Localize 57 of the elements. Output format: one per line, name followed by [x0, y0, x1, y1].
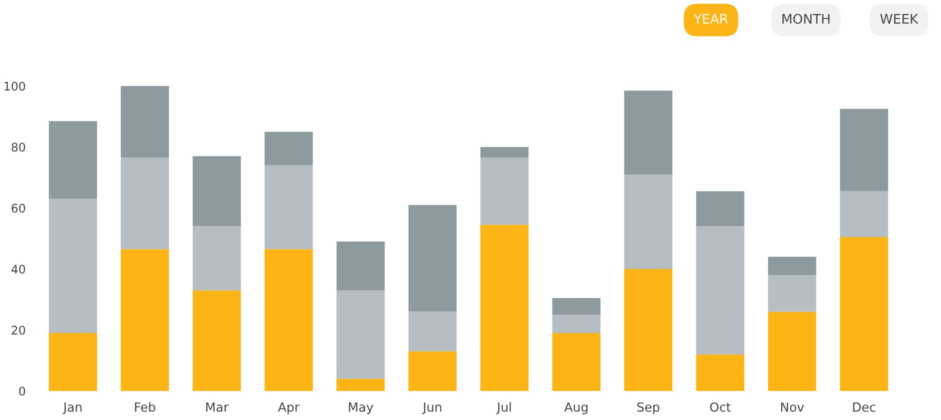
bar	[192, 156, 241, 226]
x-tick-label: Nov	[781, 402, 804, 412]
x-tick-label: May	[348, 402, 374, 414]
x-tick-label: Jun	[422, 402, 442, 414]
x-tick-label: Mar	[206, 402, 229, 412]
x-tick-label: Jan	[62, 402, 82, 414]
bar	[48, 333, 98, 391]
bar	[48, 198, 98, 334]
bar	[768, 312, 816, 391]
bar	[48, 121, 98, 199]
bar	[264, 165, 313, 250]
x-tick-label: Aug	[564, 402, 588, 414]
bar	[840, 236, 888, 391]
bar	[624, 90, 672, 174]
bar	[336, 378, 385, 391]
y-tick-label: 20	[12, 326, 26, 335]
bar	[624, 269, 672, 391]
bar	[696, 191, 744, 226]
bar	[480, 224, 529, 391]
bar	[264, 132, 313, 166]
bar	[120, 158, 169, 250]
bar	[552, 333, 600, 391]
y-tick-label: 0	[19, 386, 26, 396]
bar	[336, 290, 385, 379]
y-tick-label: 100	[4, 82, 26, 91]
x-tick-label: Oct	[710, 402, 731, 412]
y-tick-label: 60	[12, 204, 26, 213]
x-tick-label: Dec	[853, 402, 876, 412]
text: MONTH	[782, 14, 830, 24]
bar	[192, 290, 241, 391]
bar	[768, 275, 816, 312]
bar	[624, 174, 672, 269]
y-tick-label: 80	[12, 142, 26, 152]
bar	[408, 312, 457, 352]
x-tick-label: Sep	[637, 402, 660, 414]
bar	[480, 147, 529, 158]
bar	[480, 158, 529, 225]
bar	[552, 314, 600, 334]
x-tick-label: Feb	[135, 402, 156, 412]
x-tick-label: Apr	[278, 402, 300, 414]
bar	[768, 256, 816, 276]
y-tick-label: 40	[11, 264, 26, 274]
bar	[408, 351, 457, 391]
bar	[120, 249, 169, 391]
bar	[696, 354, 744, 391]
text: YEAR	[694, 14, 728, 24]
bar	[192, 226, 241, 290]
bar	[264, 249, 313, 391]
bar	[840, 191, 888, 237]
bar	[336, 242, 385, 290]
bar	[120, 86, 169, 158]
text: WEEK	[880, 14, 918, 24]
bar	[840, 108, 888, 192]
bar	[408, 204, 457, 312]
bar	[552, 298, 600, 315]
bar	[696, 226, 744, 354]
x-tick-label: Jul	[496, 402, 511, 414]
